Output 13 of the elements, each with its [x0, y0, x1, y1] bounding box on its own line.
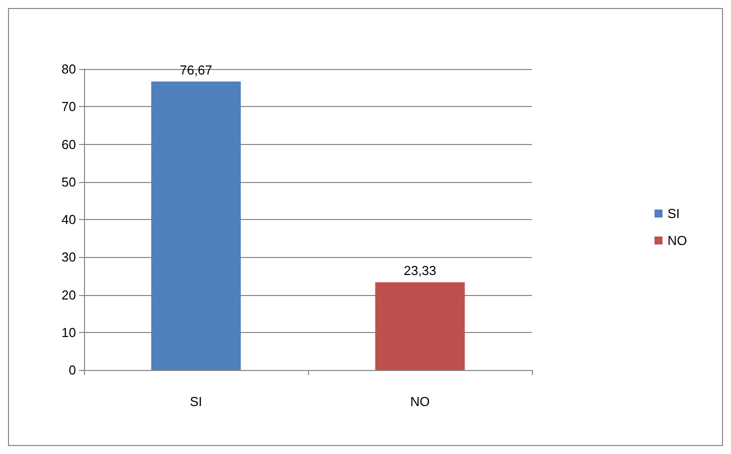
data-label: 23,33 [404, 263, 436, 278]
y-tick-label: 60 [62, 136, 76, 152]
y-tick-label: 70 [62, 99, 76, 114]
y-tick-label: 80 [62, 62, 76, 76]
y-tick-label: 40 [62, 212, 76, 227]
data-label: 76,67 [180, 62, 212, 78]
y-tick-label: 0 [68, 362, 76, 378]
y-tick-label: 50 [62, 174, 76, 190]
y-tick-label: 20 [62, 287, 76, 302]
y-tick-label: 10 [62, 324, 76, 340]
legend-label: NO [668, 233, 687, 248]
y-tick-label: 30 [62, 250, 76, 265]
legend-label: SI [668, 206, 680, 221]
